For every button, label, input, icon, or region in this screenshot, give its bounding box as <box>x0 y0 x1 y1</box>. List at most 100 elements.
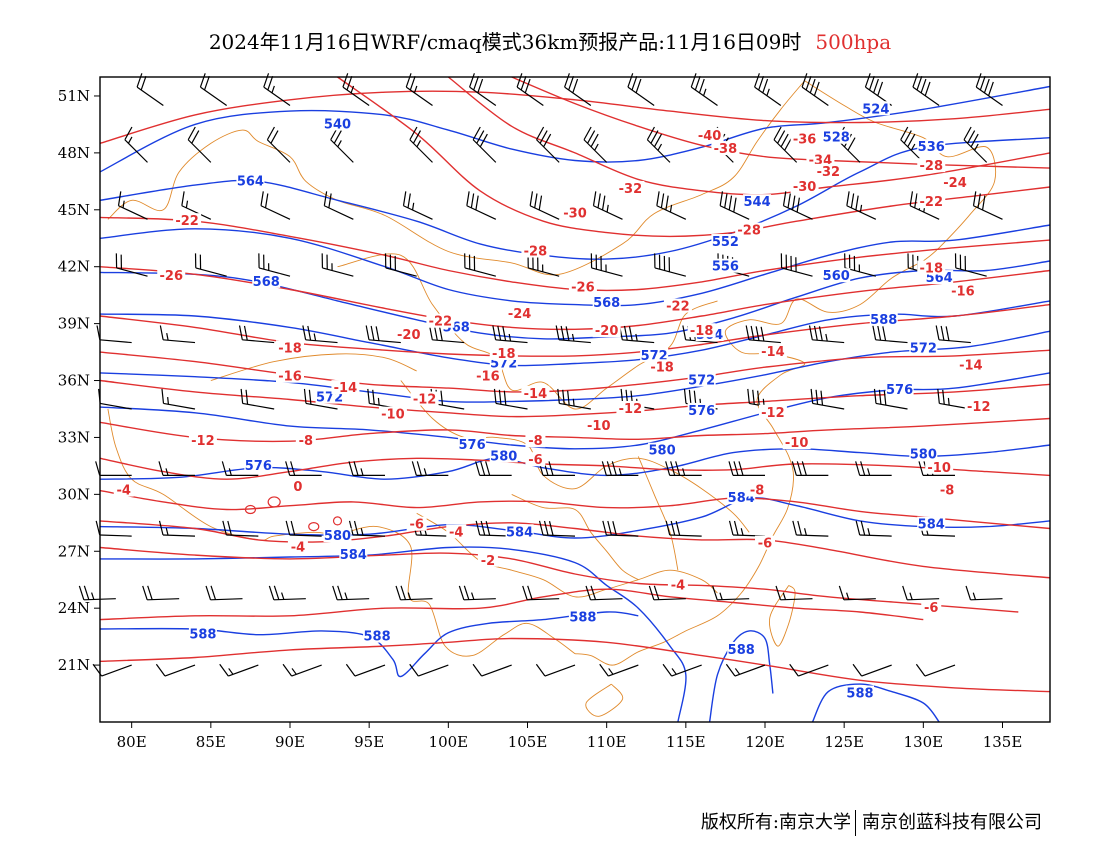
contour-label-bg <box>790 131 819 146</box>
contour-label: -14 <box>761 345 785 360</box>
contour-label: 584 <box>506 525 533 540</box>
contour-label-bg <box>592 323 621 338</box>
contour-label: -4 <box>291 540 305 555</box>
contour-label: 584 <box>340 548 367 563</box>
temperature-contour <box>337 76 1051 238</box>
contour-label: 564 <box>926 271 953 286</box>
contour-label-bg <box>473 368 502 383</box>
wind-barb <box>935 325 971 344</box>
contour-label: 588 <box>569 611 596 626</box>
contour-label-bg <box>525 433 546 448</box>
boundary-line <box>107 80 805 276</box>
contour-label: -16 <box>476 370 500 385</box>
x-tick-label: 100E <box>429 733 469 751</box>
contour-label: -22 <box>920 195 944 210</box>
x-tick-label: 90E <box>275 733 305 751</box>
wind-barb <box>965 585 1003 601</box>
y-axis-ticks: 51N 48N 45N 42N 39N 36N 33N 30N 27N 24N 21N <box>58 87 100 674</box>
wind-barb <box>402 191 433 220</box>
x-tick-label: 115E <box>666 733 706 751</box>
contour-label: 588 <box>364 630 391 645</box>
wind-barb <box>159 325 196 344</box>
wind-barb <box>975 73 1003 106</box>
wind-barb <box>846 191 877 220</box>
contour-label-bg <box>616 400 645 415</box>
wind-barb <box>117 191 148 220</box>
contour-label-bg <box>917 516 946 531</box>
wind-barb <box>161 388 196 410</box>
contour-label-bg <box>667 577 688 592</box>
contour-label-bg <box>446 524 467 539</box>
x-tick-label: 85E <box>196 733 226 751</box>
contour-label: 580 <box>490 449 517 464</box>
wind-barb <box>205 585 243 601</box>
wind-barb <box>754 73 782 106</box>
wind-barb <box>95 461 132 476</box>
contour-label-bg <box>323 116 352 131</box>
contour-label-bg <box>711 141 740 156</box>
wind-barb <box>648 585 686 601</box>
wind-barb <box>95 520 132 537</box>
wind-barb <box>712 585 750 601</box>
wind-barb <box>332 585 370 601</box>
contour-label: 576 <box>459 438 486 453</box>
wind-barb <box>194 253 227 277</box>
wind-barb <box>535 663 576 677</box>
wind-barb <box>464 253 496 277</box>
contour-label-bg <box>822 268 851 283</box>
boundary-line <box>511 493 639 581</box>
contour-label-bg <box>458 437 487 452</box>
wind-barb <box>428 325 465 344</box>
contour-label-bg <box>521 243 550 258</box>
wind-barb <box>855 461 892 476</box>
contour-label-bg <box>711 234 740 249</box>
contour-label: -30 <box>563 207 587 222</box>
contour-label-bg <box>964 399 993 414</box>
contour-label-bg <box>236 173 265 188</box>
wind-barb <box>902 585 940 601</box>
contour-label: -26 <box>571 281 595 296</box>
contour-label-bg <box>505 524 534 539</box>
contour-label-bg <box>790 179 819 194</box>
wind-barb <box>181 191 212 220</box>
wind-barb <box>516 73 544 106</box>
contour-label: -8 <box>750 484 764 499</box>
temperature-contour <box>99 637 1051 693</box>
wind-barb <box>409 663 449 677</box>
footer-separator <box>855 810 856 836</box>
contour-label-bg <box>339 547 368 562</box>
contour-label-bg <box>489 448 518 463</box>
wind-barb <box>472 126 497 163</box>
y-tick-label: 24N <box>58 599 90 617</box>
wind-barb <box>303 388 338 410</box>
height-contour <box>99 611 639 678</box>
contour-label: -40 <box>698 129 722 144</box>
contour-label-bg <box>917 158 946 173</box>
wind-barb <box>912 73 940 106</box>
boundary-line <box>416 512 718 598</box>
height-contour <box>99 85 1051 173</box>
wind-barb <box>808 325 845 344</box>
wind-barb <box>662 663 702 677</box>
wind-barb <box>592 191 623 220</box>
contour-label-bg <box>782 435 811 450</box>
contour-label-bg <box>846 685 874 700</box>
y-tick-label: 45N <box>58 201 90 219</box>
contour-label: -32 <box>817 165 841 180</box>
x-tick-label: 120E <box>745 733 785 751</box>
contour-label: 580 <box>649 444 676 459</box>
contour-label-bg <box>921 600 942 615</box>
wind-barb <box>522 585 560 601</box>
contour-label-bg <box>584 418 613 433</box>
pressure-level: 500hpa <box>815 30 892 54</box>
contour-label: -12 <box>761 406 785 421</box>
contour-label-bg <box>489 345 518 360</box>
wind-barb <box>330 126 354 163</box>
contour-label: 564 <box>237 174 264 189</box>
wind-barb <box>263 73 291 106</box>
wind-barb <box>780 253 813 277</box>
contour-label-bg <box>616 180 645 195</box>
contour-label: -18 <box>492 347 516 362</box>
wind-barb <box>564 73 592 106</box>
wind-barb <box>268 585 306 601</box>
